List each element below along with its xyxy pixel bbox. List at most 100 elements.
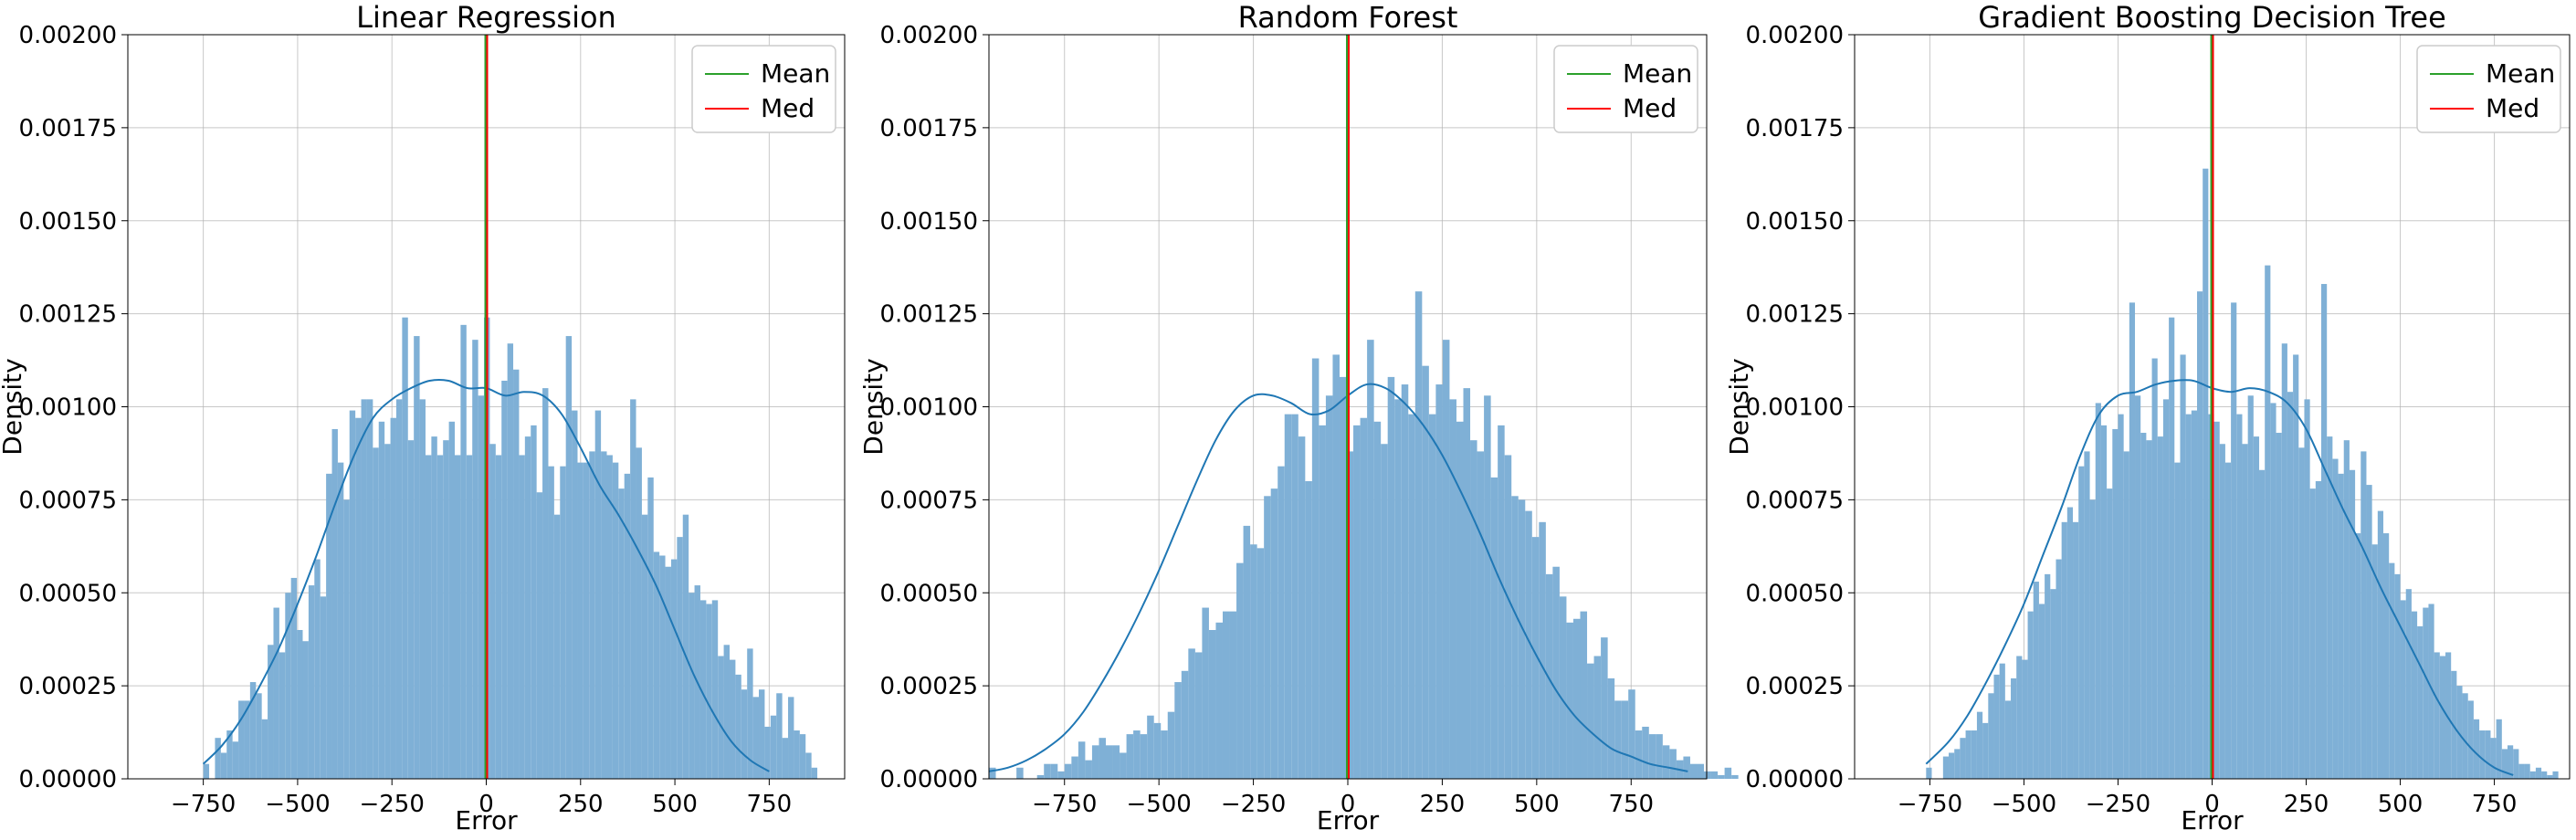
histogram-bar (1036, 774, 1045, 779)
histogram-bar (2366, 485, 2372, 779)
histogram-bar (2174, 462, 2181, 779)
histogram-bar (2355, 533, 2361, 779)
histogram-bar (489, 444, 496, 779)
x-tick-label: 500 (652, 791, 698, 818)
histogram-bar (659, 555, 666, 779)
y-axis-ticks: 0.00000 0.00025 0.00050 0.00075 0.00100 0.001… (879, 22, 989, 793)
histogram-bar (1587, 663, 1594, 779)
histogram-bar (361, 399, 367, 779)
x-tick-label: −250 (359, 791, 424, 818)
histogram-bar (2224, 462, 2232, 779)
histogram-bar (1236, 562, 1244, 779)
histogram-bar (1325, 395, 1333, 779)
histogram-bar (682, 514, 689, 779)
y-tick-label: 0.00200 (18, 22, 117, 49)
histogram-bar (2287, 392, 2294, 779)
histogram-bar (759, 689, 765, 779)
histogram-bar (1559, 596, 1567, 779)
histogram-bar (1531, 537, 1540, 779)
histogram-bar (2073, 521, 2079, 779)
histogram-bar (536, 492, 543, 779)
histogram-bar (1976, 711, 1983, 779)
legend-mean-label: Mean (761, 58, 830, 89)
histogram-bar (1298, 436, 1306, 779)
histogram-bar (1731, 774, 1739, 779)
histogram-bar (1064, 763, 1072, 779)
x-axis-ticks: −750 −500 −250 0 250 500 750 (171, 779, 792, 818)
histogram-bar (1724, 767, 1732, 779)
y-tick-label: 0.00125 (1745, 301, 1844, 329)
histogram-bar (1552, 566, 1560, 779)
histogram-bar (2524, 763, 2530, 779)
histogram-bar (378, 421, 385, 779)
histogram-bar (1387, 376, 1395, 779)
histogram-bar (256, 693, 262, 779)
histogram-bar (653, 551, 660, 779)
histogram-bar (764, 726, 771, 779)
histogram-bar (1099, 738, 1106, 779)
histogram-bar (1525, 510, 1532, 779)
histogram-bar (2281, 343, 2287, 779)
histogram-bar (215, 738, 221, 779)
histogram-bar (2518, 763, 2525, 779)
histogram-bar (1373, 421, 1382, 779)
y-tick-label: 0.00200 (879, 22, 978, 49)
histogram-bar (1353, 425, 1361, 779)
histogram-bar (2004, 700, 2012, 779)
histogram-bar (1167, 711, 1175, 779)
histogram-bar (455, 455, 461, 779)
histogram-bar (524, 436, 531, 779)
x-tick-label: −750 (1032, 791, 1097, 818)
histogram-bar (501, 380, 508, 779)
x-axis-ticks: −750 −500 −250 0 250 500 750 (1898, 779, 2518, 818)
histogram-bar (677, 537, 683, 779)
histogram-bar (478, 395, 485, 779)
histogram-bar (1642, 726, 1649, 779)
histogram-bar (1381, 444, 1388, 779)
histogram-bars (989, 291, 1739, 779)
histogram-bar (2371, 544, 2378, 779)
histogram-bar (2146, 440, 2152, 779)
histogram-bar (431, 436, 437, 779)
histogram-bar (1982, 722, 1989, 779)
histogram-bar (238, 700, 245, 779)
legend: Mean Med (691, 45, 836, 133)
histogram-bar (706, 604, 712, 779)
histogram-bar (1697, 763, 1705, 779)
histogram-bar (443, 440, 449, 779)
histogram-bar (1539, 521, 1546, 779)
histogram-bar (2383, 533, 2390, 779)
histogram-bar (2066, 507, 2074, 779)
x-tick-label: 750 (2472, 791, 2518, 818)
histogram-bar (811, 767, 818, 779)
histogram-bar (1965, 730, 1971, 779)
histogram-bar (612, 462, 619, 779)
histogram-bar (2547, 774, 2553, 779)
histogram-bar (729, 659, 736, 779)
histogram-bar (308, 585, 315, 779)
histogram-bar (2529, 771, 2536, 779)
histogram-bar (2231, 302, 2237, 779)
histogram-bar (2479, 730, 2486, 779)
histogram-bar (1401, 384, 1409, 779)
histogram-bar (560, 466, 566, 779)
histogram-bar (1683, 756, 1690, 779)
histogram-bar (2411, 611, 2418, 779)
histogram-bar (1498, 425, 1505, 779)
histogram-bar (583, 462, 590, 779)
histogram-bar (2270, 403, 2276, 779)
histogram-bar (1572, 618, 1581, 779)
histogram-bar (665, 566, 671, 779)
histogram-bar (390, 417, 396, 779)
histogram-bar (1607, 677, 1615, 779)
histogram-bar (261, 719, 268, 779)
histogram-bar (1133, 730, 1141, 779)
histogram-bar (1319, 425, 1326, 779)
y-tick-label: 0.00000 (18, 766, 117, 793)
histogram-bar (1181, 670, 1189, 779)
legend-box (1553, 45, 1698, 133)
y-tick-label: 0.00150 (1745, 208, 1844, 236)
histogram-bar (1311, 358, 1320, 779)
histogram-bar (513, 369, 520, 779)
histogram-bar (1511, 496, 1519, 779)
